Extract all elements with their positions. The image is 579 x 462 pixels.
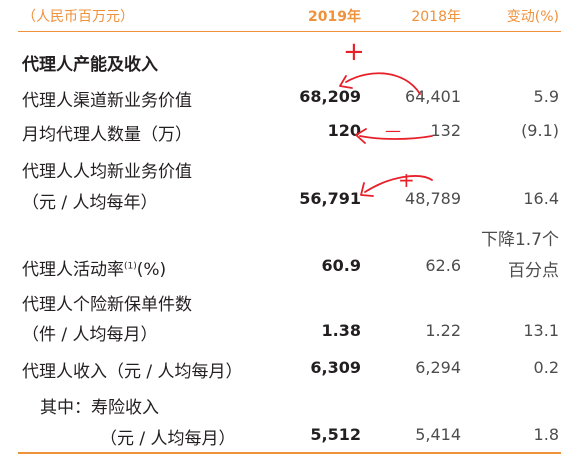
arrowhead-row2	[360, 182, 374, 197]
ink-strokes	[339, 72, 433, 197]
row-value-change: 0.2	[533, 358, 559, 377]
row-value-2019: 68,209	[299, 87, 361, 106]
row-label-policies: 代理人个险新保单件数	[22, 295, 192, 315]
row-value-2018: 62.6	[425, 256, 461, 275]
activity-rate-unit: (%)	[136, 260, 167, 280]
column-header-2018: 2018年	[411, 9, 461, 25]
column-header-change: 变动(%)	[506, 9, 559, 25]
row-label-agent-count: 月均代理人数量（万）	[22, 125, 192, 145]
row-label-policies-unit: （件 / 人均每月）	[22, 325, 158, 345]
plus-mark-row2: +	[398, 168, 415, 192]
row-value-change: 13.1	[523, 321, 559, 340]
arrow-curve-row2	[364, 175, 433, 193]
arrowhead-row0	[339, 75, 353, 89]
footnote-marker: (1)	[124, 261, 137, 272]
row-label-per-agent-nbv-unit: （元 / 人均每年）	[22, 193, 158, 213]
row-value-change: (9.1)	[521, 121, 559, 140]
row-value-change: 1.8	[533, 425, 559, 444]
row-value-2019: 1.38	[321, 321, 361, 340]
plus-mark-row0: +	[343, 37, 365, 67]
header-divider	[18, 31, 561, 32]
row-label-life-income-unit: （元 / 人均每月）	[100, 429, 236, 449]
row-label-activity-rate: 代理人活动率(1)(%)	[22, 255, 166, 280]
row-value-2018: 6,294	[415, 358, 461, 377]
row-value-2019: 5,512	[310, 425, 361, 444]
arrow-curve-row0	[345, 72, 421, 95]
row-value-2018: 132	[430, 121, 461, 140]
row-value-2018: 5,414	[415, 425, 461, 444]
row-label-channel-nbv: 代理人渠道新业务价值	[22, 91, 192, 111]
arrowhead-row1	[355, 128, 367, 144]
row-value-2018: 48,789	[405, 189, 461, 208]
activity-rate-text: 代理人活动率	[22, 260, 124, 280]
row-label-per-agent-nbv: 代理人人均新业务价值	[22, 162, 192, 182]
row-value-2019: 56,791	[299, 189, 361, 208]
minus-mark-row1: —	[385, 121, 401, 140]
row-value-change-line1: 下降1.7个	[480, 230, 559, 250]
table-bottom-rule	[18, 452, 561, 454]
unit-label: （人民币百万元）	[22, 9, 134, 25]
row-value-2019: 6,309	[310, 358, 361, 377]
row-label-agent-income: 代理人收入（元 / 人均每月）	[22, 362, 243, 382]
row-label-life-income: 其中：寿险收入	[40, 398, 159, 418]
row-value-2018: 1.22	[425, 321, 461, 340]
row-value-change: 5.9	[533, 87, 559, 106]
row-value-change-line2: 百分点	[508, 261, 559, 281]
row-value-2019: 60.9	[321, 256, 361, 275]
section-title: 代理人产能及收入	[22, 55, 158, 75]
row-value-change: 16.4	[523, 189, 559, 208]
arrow-line-row1	[359, 135, 433, 140]
column-header-2019: 2019年	[308, 9, 361, 25]
row-value-2019: 120	[327, 121, 361, 140]
